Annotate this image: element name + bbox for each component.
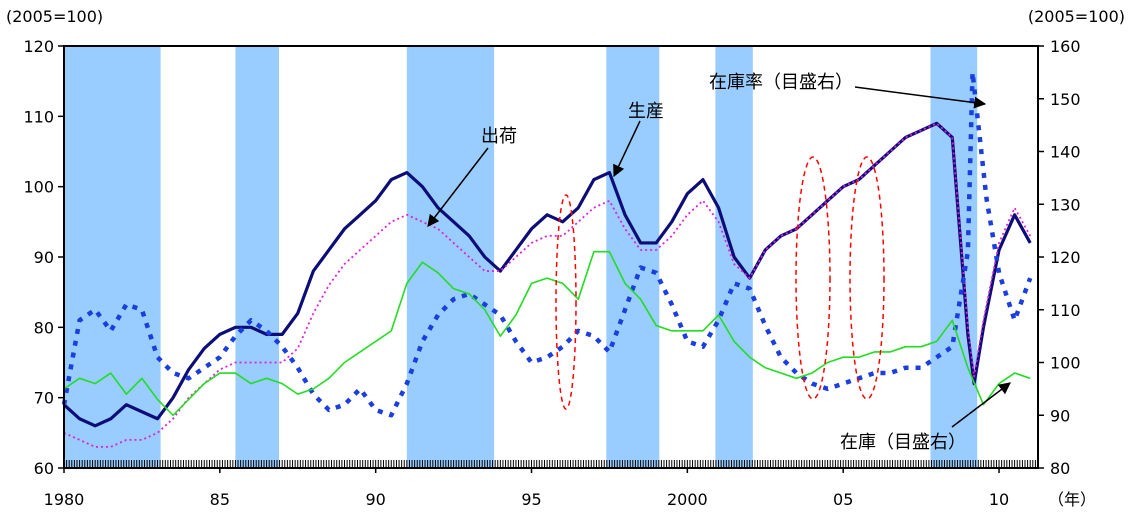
plot-frame <box>63 45 1039 469</box>
right-axis-unit: (2005=100) <box>1028 7 1125 26</box>
x-axis-unit: （年） <box>1048 490 1096 509</box>
series-line-0 <box>62 121 1032 428</box>
x-tick-label-6: 10 <box>989 490 1009 509</box>
x-tick-label-5: 05 <box>833 490 853 509</box>
x-tick-label-0: 1980 <box>44 490 85 509</box>
y-right-tick-label-7: 150 <box>1050 90 1081 109</box>
x-tick-label-1: 85 <box>210 490 230 509</box>
left-axis-unit: (2005=100) <box>6 7 103 26</box>
y-left-tick-label-0: 60 <box>34 459 54 478</box>
label-shipments: 出荷 <box>481 126 517 147</box>
highlight-ellipse-2 <box>849 156 885 400</box>
recession-bands <box>64 46 978 468</box>
annotation-shapes <box>427 86 1011 428</box>
y-right-tick-label-1: 90 <box>1050 406 1070 425</box>
recession-band-1 <box>235 46 280 468</box>
arrow-inventory-ratio <box>854 86 987 109</box>
series-lines <box>61 70 1033 448</box>
x-tick-label-4: 2000 <box>667 490 708 509</box>
series-line-1 <box>63 122 1031 448</box>
x-tick-label-2: 90 <box>366 490 386 509</box>
recession-band-3 <box>606 46 660 468</box>
y-right-tick-label-0: 80 <box>1050 459 1070 478</box>
x-tick-label-3: 95 <box>521 490 541 509</box>
arrow-shipments <box>427 147 489 227</box>
y-left-tick-label-5: 110 <box>23 107 54 126</box>
label-inventory: 在庫（目盛右） <box>840 432 966 453</box>
y-left-tick-label-3: 90 <box>34 248 54 267</box>
arrow-production <box>613 120 641 178</box>
highlight-ellipse-0 <box>555 194 577 410</box>
y-right-tick-label-5: 130 <box>1050 195 1081 214</box>
y-left-tick-label-4: 100 <box>23 178 54 197</box>
recession-band-0 <box>64 46 161 468</box>
recession-band-5 <box>930 46 978 468</box>
y-right-tick-label-4: 120 <box>1050 248 1081 267</box>
highlight-ellipse-1 <box>795 156 831 400</box>
label-inventory-ratio: 在庫率（目盛右） <box>709 72 853 93</box>
y-right-tick-label-3: 110 <box>1050 301 1081 320</box>
label-production: 生産 <box>628 101 664 122</box>
series-line-2 <box>61 70 1033 418</box>
y-left-tick-label-2: 80 <box>34 318 54 337</box>
axes: 60 70 80 90 100 110 120 80 90 100 110 120 130 140 150 1… <box>23 37 1080 509</box>
y-right-tick-label-2: 100 <box>1050 354 1081 373</box>
y-right-tick-label-8: 160 <box>1050 37 1081 56</box>
y-right-tick-label-6: 140 <box>1050 143 1081 162</box>
recession-band-2 <box>406 46 495 468</box>
y-left-tick-label-1: 70 <box>34 389 54 408</box>
x-minor-ticks <box>63 460 1039 468</box>
y-left-tick-label-6: 120 <box>23 37 54 56</box>
series-line-3 <box>63 250 1031 417</box>
x-minor-ticks-path <box>63 460 1039 468</box>
arrow-inventory <box>951 382 1011 428</box>
